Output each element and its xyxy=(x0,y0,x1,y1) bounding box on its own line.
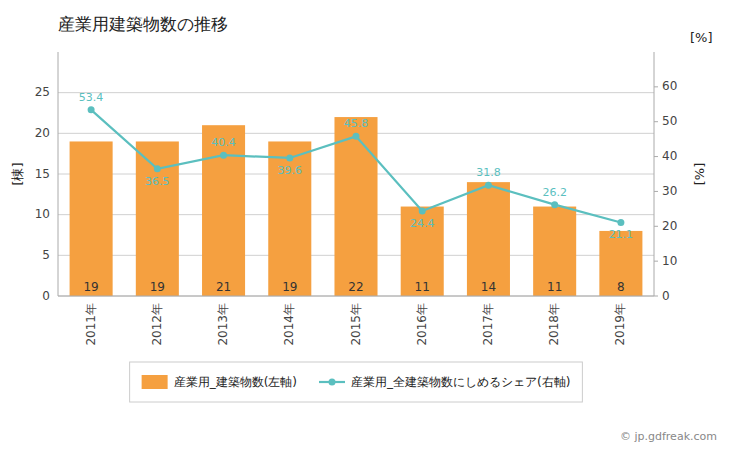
y-tick-label: 0 xyxy=(42,289,50,303)
bar xyxy=(401,207,444,296)
line-marker xyxy=(419,207,426,214)
y2-tick-label: 20 xyxy=(662,219,677,233)
grid xyxy=(58,93,654,296)
line-marker xyxy=(220,152,227,159)
bar-label: 11 xyxy=(547,280,562,294)
marks xyxy=(70,106,643,296)
y-axis-label: [棟] xyxy=(10,162,25,185)
line-label: 36.5 xyxy=(145,175,170,188)
bar xyxy=(268,141,311,296)
y2-tick-label: 60 xyxy=(662,79,677,93)
legend-label: 産業用_全建築物数にしめるシェア(右軸) xyxy=(351,375,570,389)
bar-label: 19 xyxy=(83,280,98,294)
title: 産業用建築物数の推移 xyxy=(58,14,228,34)
legend-swatch xyxy=(142,375,168,389)
legend: 産業用_建築物数(左軸) 産業用_全建築物数にしめるシェア(右軸) xyxy=(130,362,583,402)
y-tick-label: 10 xyxy=(35,207,50,221)
y2-tick-label: 0 xyxy=(662,289,670,303)
y-tick-label: 15 xyxy=(35,167,50,181)
line xyxy=(91,110,621,223)
y2-axis-label: [%] xyxy=(692,163,707,186)
line-label: 24.4 xyxy=(410,217,435,230)
line-marker xyxy=(286,154,293,161)
bar xyxy=(533,207,576,296)
x-tick-label: 2019年 xyxy=(613,303,627,346)
data-labels: 19 19 21 19 22 11 14 11 8 53.4 36.5 40.4 39.6 45.8 24.… xyxy=(79,91,633,294)
annotation: [%] xyxy=(690,30,713,45)
bar xyxy=(70,141,113,296)
y-tick-label: 5 xyxy=(42,248,50,262)
bar-label: 22 xyxy=(348,280,363,294)
bar-label: 8 xyxy=(617,280,625,294)
grid-line xyxy=(58,92,654,93)
line-label: 26.2 xyxy=(542,186,567,199)
y-axis-line xyxy=(58,52,59,296)
line-label: 21.1 xyxy=(609,228,634,241)
y-tick-label: 20 xyxy=(35,126,50,140)
y2-tick-label: 30 xyxy=(662,184,677,198)
bar-label: 21 xyxy=(216,280,231,294)
line-marker xyxy=(88,106,95,113)
x-axis-line xyxy=(58,296,654,297)
x-tick-label: 2017年 xyxy=(481,303,495,346)
x-tick-label: 2016年 xyxy=(415,303,429,346)
line-marker xyxy=(154,165,161,172)
line-label: 45.8 xyxy=(344,117,369,130)
y2-tick-label: 40 xyxy=(662,149,677,163)
x-tick-label: 2018年 xyxy=(547,303,561,346)
y2-tick-label: 10 xyxy=(662,254,677,268)
y2-tick xyxy=(654,156,658,157)
y2-tick xyxy=(654,226,658,227)
x-tick-label: 2014年 xyxy=(282,303,296,346)
grid-line xyxy=(58,296,654,297)
line-label: 53.4 xyxy=(79,91,104,104)
bar-label: 19 xyxy=(150,280,165,294)
y-tick-label: 25 xyxy=(35,85,50,99)
y2-tick xyxy=(654,121,658,122)
bar-label: 19 xyxy=(282,280,297,294)
x-tick-label: 2012年 xyxy=(150,303,164,346)
watermark: © jp.gdfreak.com xyxy=(620,430,717,443)
line-marker xyxy=(485,182,492,189)
line-label: 31.8 xyxy=(476,166,501,179)
bar xyxy=(467,182,510,296)
x-tick-label: 2015年 xyxy=(349,303,363,346)
bar xyxy=(202,125,245,296)
line-marker xyxy=(353,133,360,140)
y2-tick xyxy=(654,191,658,192)
line-marker xyxy=(551,201,558,208)
y2-tick xyxy=(654,86,658,87)
line-label: 40.4 xyxy=(211,136,236,149)
legend-label: 産業用_建築物数(左軸) xyxy=(174,375,297,389)
y2-tick xyxy=(654,261,658,262)
legend-frame xyxy=(130,362,583,402)
bar-label: 14 xyxy=(481,280,496,294)
bar-label: 11 xyxy=(415,280,430,294)
bar xyxy=(334,117,377,296)
y2-axis-line xyxy=(654,52,655,296)
line-label: 39.6 xyxy=(278,164,303,177)
y2-tick-label: 50 xyxy=(662,114,677,128)
x-tick-label: 2013年 xyxy=(216,303,230,346)
y2-tick xyxy=(654,296,658,297)
legend-swatch xyxy=(329,379,336,386)
x-tick-label: 2011年 xyxy=(84,303,98,346)
chart: 産業用建築物数の推移 0 5 10 15 20 25 0 10 20 30 40 50 60 [棟] [%] 1… xyxy=(0,0,729,450)
line-marker xyxy=(617,219,624,226)
